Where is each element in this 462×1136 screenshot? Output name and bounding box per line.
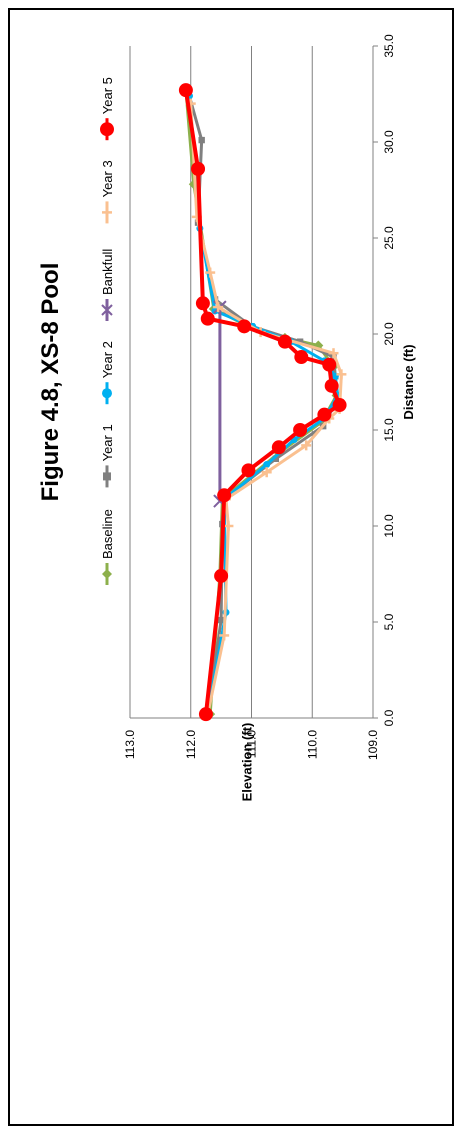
chart-frame: 109.0 110.0 111.0 112.0 113.0 0.0 5.0 10.0 15.0 2… xyxy=(8,8,454,1126)
series-year-5 xyxy=(178,83,347,722)
point-year-5 xyxy=(214,568,229,583)
point-year-5 xyxy=(294,350,309,365)
point-year-5 xyxy=(317,407,332,422)
legend-swatch-marker xyxy=(100,122,114,137)
point-year-5 xyxy=(277,334,292,349)
legend-label: Year 5 xyxy=(100,77,115,114)
point-year-5 xyxy=(241,463,256,478)
legend-item-year-3: Year 3 xyxy=(100,160,115,224)
line-baseline xyxy=(184,90,339,715)
legend-item-year-1: Year 1 xyxy=(100,424,115,488)
x-axis-label: Distance (ft) xyxy=(401,344,416,419)
x-tick-label: 5.0 xyxy=(382,613,396,630)
point-year-3 xyxy=(219,630,230,641)
point-year-3 xyxy=(301,440,312,451)
point-year-1 xyxy=(296,338,304,345)
point-year-5 xyxy=(322,357,337,372)
y-axis-label: Elevation (ft) xyxy=(240,723,255,802)
legend-label: Year 1 xyxy=(100,424,115,461)
point-year-5 xyxy=(191,161,206,176)
legend-item-baseline: Baseline xyxy=(100,509,115,585)
axes xyxy=(130,45,378,719)
legend-label: Baseline xyxy=(100,509,115,559)
point-year-3 xyxy=(213,302,224,313)
y-tick-label: 109.0 xyxy=(366,730,380,760)
point-year-3 xyxy=(223,521,234,531)
point-year-5 xyxy=(200,311,215,326)
point-year-3 xyxy=(336,369,347,380)
point-year-5 xyxy=(237,319,252,334)
y-tick-label: 111.0 xyxy=(245,730,259,759)
chart-title: Figure 4.8, XS-8 Pool xyxy=(37,263,64,502)
x-tick-label: 35.0 xyxy=(382,34,396,58)
legend-item-bankfull: Bankfull xyxy=(100,249,115,321)
x-tick-label: 15.0 xyxy=(382,418,396,442)
point-year-5 xyxy=(178,83,193,98)
x-tick-label: 10.0 xyxy=(382,514,396,538)
line-year-3 xyxy=(189,103,343,715)
legend-swatch-marker xyxy=(102,569,112,579)
legend-item-year-5: Year 5 xyxy=(100,77,115,141)
legend: Baseline Year 1 Year 2 Bankfull Year 3 Year 5 xyxy=(100,77,115,585)
point-year-5 xyxy=(195,296,210,311)
legend-swatch-marker xyxy=(103,472,111,481)
legend-swatch-marker xyxy=(101,304,113,316)
x-tick-label: 0.0 xyxy=(382,709,396,726)
point-year-1 xyxy=(198,136,205,144)
legend-label: Year 2 xyxy=(100,341,115,378)
point-year-3 xyxy=(205,267,216,278)
point-year-2 xyxy=(263,461,271,469)
point-year-5 xyxy=(332,398,347,413)
legend-swatch-marker xyxy=(102,207,112,218)
point-year-5 xyxy=(217,488,232,503)
point-year-1 xyxy=(272,455,279,462)
x-tick-label: 30.0 xyxy=(382,130,396,154)
line-year-1 xyxy=(186,89,339,715)
legend-label: Year 3 xyxy=(100,160,115,197)
x-tick-label: 20.0 xyxy=(382,322,396,346)
series-bankfull xyxy=(213,300,227,508)
point-year-5 xyxy=(271,440,286,455)
y-tick-label: 112.0 xyxy=(184,730,198,759)
x-tick-label: 25.0 xyxy=(382,226,396,250)
y-tick-label: 110.0 xyxy=(305,730,319,759)
series-baseline xyxy=(180,85,342,720)
series-year-2 xyxy=(186,92,342,718)
point-year-5 xyxy=(198,707,213,722)
legend-swatch-marker xyxy=(102,388,112,399)
line-year-5 xyxy=(183,89,342,715)
plot-group: 109.0 110.0 111.0 112.0 113.0 0.0 5.0 10.0 15.0 2… xyxy=(123,34,396,760)
point-year-3 xyxy=(328,348,339,359)
legend-item-year-2: Year 2 xyxy=(100,341,115,405)
point-year-5 xyxy=(293,423,308,437)
point-year-3 xyxy=(261,467,272,478)
y-tick-label: 113.0 xyxy=(123,730,137,759)
line-year-2 xyxy=(188,95,340,715)
point-year-1 xyxy=(217,616,225,624)
chart: 109.0 110.0 111.0 112.0 113.0 0.0 5.0 10.0 15.0 2… xyxy=(37,34,416,802)
legend-label: Bankfull xyxy=(100,249,115,295)
point-year-5 xyxy=(324,378,339,393)
series-group xyxy=(178,83,347,722)
marker-stroke xyxy=(101,304,113,316)
series-year-1 xyxy=(184,86,340,718)
tick-labels: 109.0 110.0 111.0 112.0 113.0 0.0 5.0 10.0 15.0 2… xyxy=(123,34,396,760)
